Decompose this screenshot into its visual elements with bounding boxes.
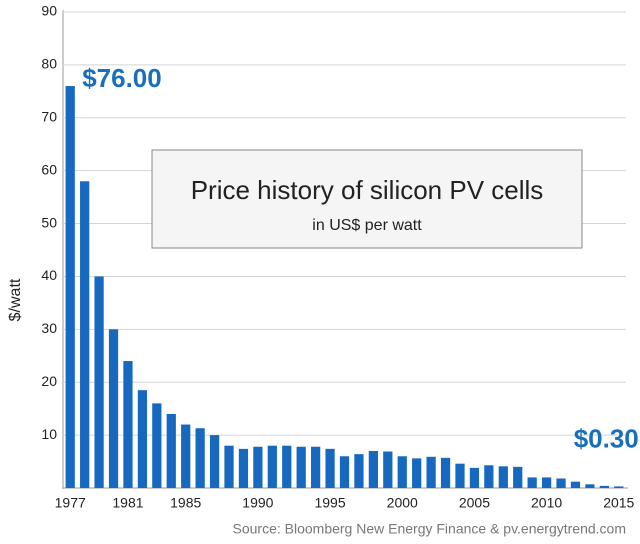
x-tick-label: 1995 xyxy=(314,495,345,511)
bar xyxy=(137,390,148,488)
x-tick-label: 1981 xyxy=(112,495,143,511)
bar xyxy=(253,446,263,488)
bar xyxy=(209,435,220,488)
bar xyxy=(397,456,407,488)
bar xyxy=(325,448,335,488)
bar xyxy=(108,329,119,488)
source-note: Source: Bloomberg New Energy Finance & p… xyxy=(233,521,627,537)
bar xyxy=(570,481,581,488)
y-axis-title: $/watt xyxy=(7,278,24,321)
chart-subtitle: in US$ per watt xyxy=(312,217,422,234)
bar xyxy=(556,478,566,488)
bar xyxy=(383,451,393,488)
bar xyxy=(80,181,90,488)
x-tick-label: 1990 xyxy=(242,495,273,511)
value-label: $0.30 xyxy=(574,423,639,453)
bar xyxy=(195,428,205,488)
bar xyxy=(166,413,176,488)
bar xyxy=(513,466,523,488)
chart-title: Price history of silicon PV cells xyxy=(191,175,544,205)
bar xyxy=(541,477,552,488)
x-tick-label: 2015 xyxy=(603,495,634,511)
x-tick-label: 1985 xyxy=(170,495,201,511)
y-tick-label: 20 xyxy=(41,373,57,389)
bar xyxy=(152,403,162,488)
bar xyxy=(181,424,191,488)
bar xyxy=(311,446,321,488)
bar xyxy=(527,477,537,488)
bar xyxy=(267,445,277,488)
y-tick-label: 10 xyxy=(41,426,57,442)
value-label: $76.00 xyxy=(82,63,162,93)
bar xyxy=(94,276,104,488)
bar xyxy=(339,456,350,488)
bar xyxy=(426,456,436,488)
marks xyxy=(63,11,626,489)
y-tick-label: 30 xyxy=(41,320,57,336)
y-tick-label: 40 xyxy=(41,267,57,283)
x-tick-label: 2010 xyxy=(531,495,562,511)
x-tick-label: 1977 xyxy=(55,495,86,511)
bar xyxy=(599,485,609,488)
bar xyxy=(484,465,494,488)
bar xyxy=(123,361,133,488)
bar xyxy=(412,458,422,488)
y-tick-label: 70 xyxy=(41,108,57,124)
bar xyxy=(440,457,451,488)
bar xyxy=(614,486,624,488)
bar xyxy=(354,454,364,488)
bar xyxy=(282,445,292,488)
title-box xyxy=(151,149,583,249)
bar xyxy=(296,446,306,488)
bar xyxy=(238,448,249,488)
y-tick-label: 60 xyxy=(41,161,57,177)
bar xyxy=(498,466,508,488)
bar xyxy=(224,445,234,488)
bar xyxy=(65,86,75,489)
y-tick-label: 90 xyxy=(41,3,57,19)
bar xyxy=(585,484,595,488)
bar xyxy=(368,450,378,488)
x-tick-label: 2000 xyxy=(387,495,418,511)
y-tick-label: 50 xyxy=(41,214,57,230)
bar xyxy=(455,463,465,488)
x-tick-label: 2005 xyxy=(459,495,490,511)
bar xyxy=(469,467,480,488)
y-tick-label: 80 xyxy=(41,56,57,72)
